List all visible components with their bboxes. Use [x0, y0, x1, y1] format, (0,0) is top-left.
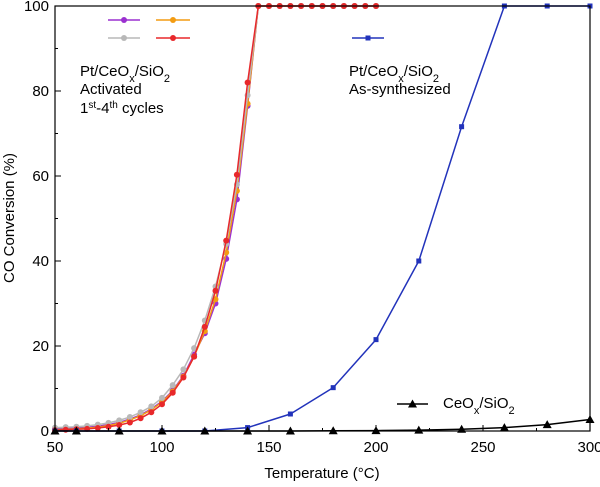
data-point — [233, 171, 240, 178]
legend-as-synthesized-swatch — [352, 35, 384, 41]
data-point — [414, 425, 424, 434]
legend-activated-title: Pt/CeOx/SiO2 — [80, 63, 170, 85]
data-point — [159, 394, 165, 401]
x-tick-label: 300 — [577, 439, 600, 456]
legend-ceox: CeOx/SiO2 — [397, 395, 515, 417]
data-point — [126, 413, 133, 420]
data-point — [542, 420, 552, 429]
legend-swatch-marker — [365, 35, 371, 41]
legend-activated: Pt/CeOx/SiO2 Activated 1st-4th cycles — [80, 17, 190, 117]
x-tick-label: 200 — [363, 439, 388, 456]
data-point — [244, 79, 251, 86]
legend-swatch-marker — [170, 35, 176, 41]
legend-as-synthesized-title: Pt/CeOx/SiO2 — [349, 63, 439, 85]
series-layer — [50, 3, 595, 435]
y-axis-label: CO Conversion (%) — [1, 153, 18, 283]
data-point — [328, 426, 338, 435]
x-tick-label: 250 — [470, 439, 495, 456]
y-tick-label: 80 — [32, 83, 49, 100]
series-4 — [52, 3, 593, 434]
y-tick-label: 0 — [41, 423, 49, 440]
data-point — [105, 423, 112, 430]
data-point — [137, 415, 144, 422]
legend-activated-subtitle: Activated — [80, 81, 142, 98]
data-point — [180, 366, 187, 373]
data-point — [126, 419, 133, 426]
data-point — [116, 422, 123, 429]
legend-swatch-marker — [408, 399, 417, 408]
data-point — [169, 389, 176, 396]
legend-as-synthesized-subtitle: As-synthesized — [349, 81, 451, 98]
data-point — [416, 258, 422, 264]
legend-as-synthesized: Pt/CeOx/SiO2 As-synthesized — [349, 35, 451, 98]
data-point — [212, 287, 219, 294]
data-point — [94, 425, 101, 432]
data-point — [223, 237, 230, 244]
data-point — [148, 409, 155, 416]
legend-activated-cycles: 1st-4th cycles — [80, 100, 164, 118]
data-point — [191, 353, 198, 360]
data-point — [191, 345, 198, 352]
data-point — [180, 374, 187, 381]
x-axis-label: Temperature (°C) — [264, 465, 379, 482]
legend-ceox-swatch — [397, 399, 428, 408]
y-tick-label: 40 — [32, 253, 49, 270]
data-point — [62, 426, 69, 433]
legend-ceox-title: CeOx/SiO2 — [443, 395, 515, 417]
data-point — [373, 337, 379, 343]
data-point — [499, 423, 509, 432]
x-tick-label: 50 — [47, 439, 64, 456]
y-tick-label: 100 — [24, 0, 49, 15]
data-point — [201, 323, 208, 330]
data-point — [148, 403, 155, 410]
y-tick-label: 60 — [32, 168, 49, 185]
legend-swatch-marker — [121, 17, 127, 23]
data-point — [287, 411, 293, 417]
legend-swatch-marker — [170, 17, 176, 23]
data-point — [137, 409, 144, 416]
x-tick-label: 100 — [149, 439, 174, 456]
data-point — [116, 417, 123, 424]
ticks-layer: 50 100 150 200 250 300 0 20 40 60 80 100 — [24, 0, 600, 456]
data-point — [159, 401, 165, 408]
legend-swatch-marker — [121, 35, 127, 41]
data-point — [330, 385, 336, 391]
x-tick-label: 150 — [256, 439, 281, 456]
legend-activated-swatches — [108, 17, 190, 41]
data-point — [459, 124, 465, 130]
y-tick-label: 20 — [32, 338, 49, 355]
data-point — [169, 382, 176, 389]
